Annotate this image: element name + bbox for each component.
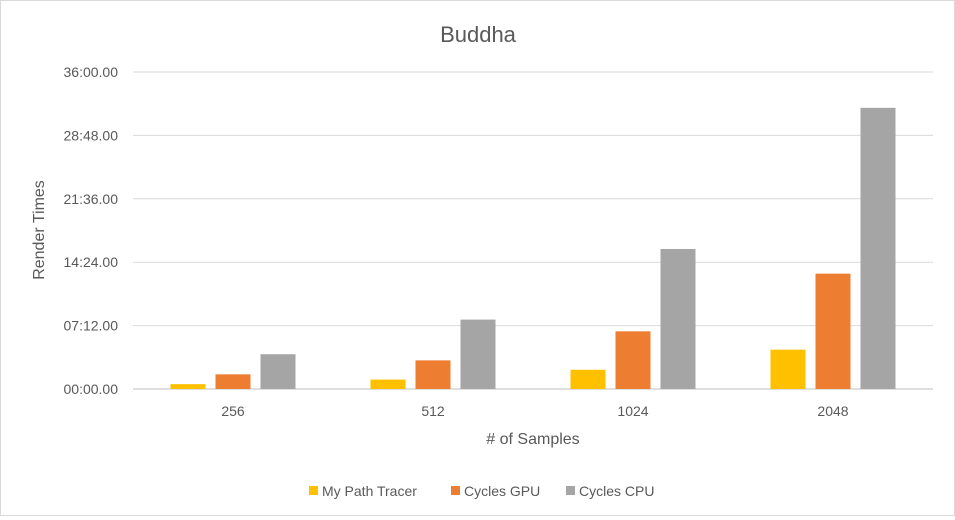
y-tick-label: 36:00.00 — [64, 64, 119, 80]
x-tick-labels: 256 512 1024 2048 — [221, 403, 848, 419]
bar — [260, 354, 296, 389]
bar — [170, 384, 206, 389]
legend-label: Cycles GPU — [464, 483, 540, 499]
y-tick-label: 21:36.00 — [64, 191, 119, 207]
bar — [370, 379, 406, 389]
bar — [770, 349, 806, 389]
bar — [460, 319, 496, 389]
legend-swatch — [566, 486, 575, 495]
legend-label: Cycles CPU — [579, 483, 654, 499]
y-tick-label: 07:12.00 — [64, 318, 119, 334]
bar — [660, 248, 696, 389]
y-tick-label: 00:00.00 — [64, 381, 119, 397]
chart-title: Buddha — [440, 22, 517, 47]
bar — [570, 369, 606, 389]
bar — [415, 360, 451, 389]
y-axis-label: Render Times — [31, 180, 48, 280]
y-tick-labels: 00:00.00 07:12.00 14:24.00 21:36.00 28:48.00… — [64, 64, 119, 397]
legend-label: My Path Tracer — [322, 483, 417, 499]
bar — [615, 331, 651, 389]
bar — [860, 107, 896, 389]
legend-swatch — [309, 486, 318, 495]
y-tick-label: 28:48.00 — [64, 127, 119, 143]
bar — [215, 374, 251, 389]
legend: My Path Tracer Cycles GPU Cycles CPU — [309, 483, 654, 499]
legend-swatch — [451, 486, 460, 495]
gridlines — [133, 71, 933, 390]
y-tick-label: 14:24.00 — [64, 254, 119, 270]
x-tick-label: 512 — [421, 403, 445, 419]
bar — [815, 273, 851, 389]
x-tick-label: 256 — [221, 403, 245, 419]
x-tick-label: 2048 — [817, 403, 848, 419]
x-axis-label: # of Samples — [486, 431, 579, 448]
x-tick-label: 1024 — [617, 403, 648, 419]
bars — [170, 107, 896, 389]
